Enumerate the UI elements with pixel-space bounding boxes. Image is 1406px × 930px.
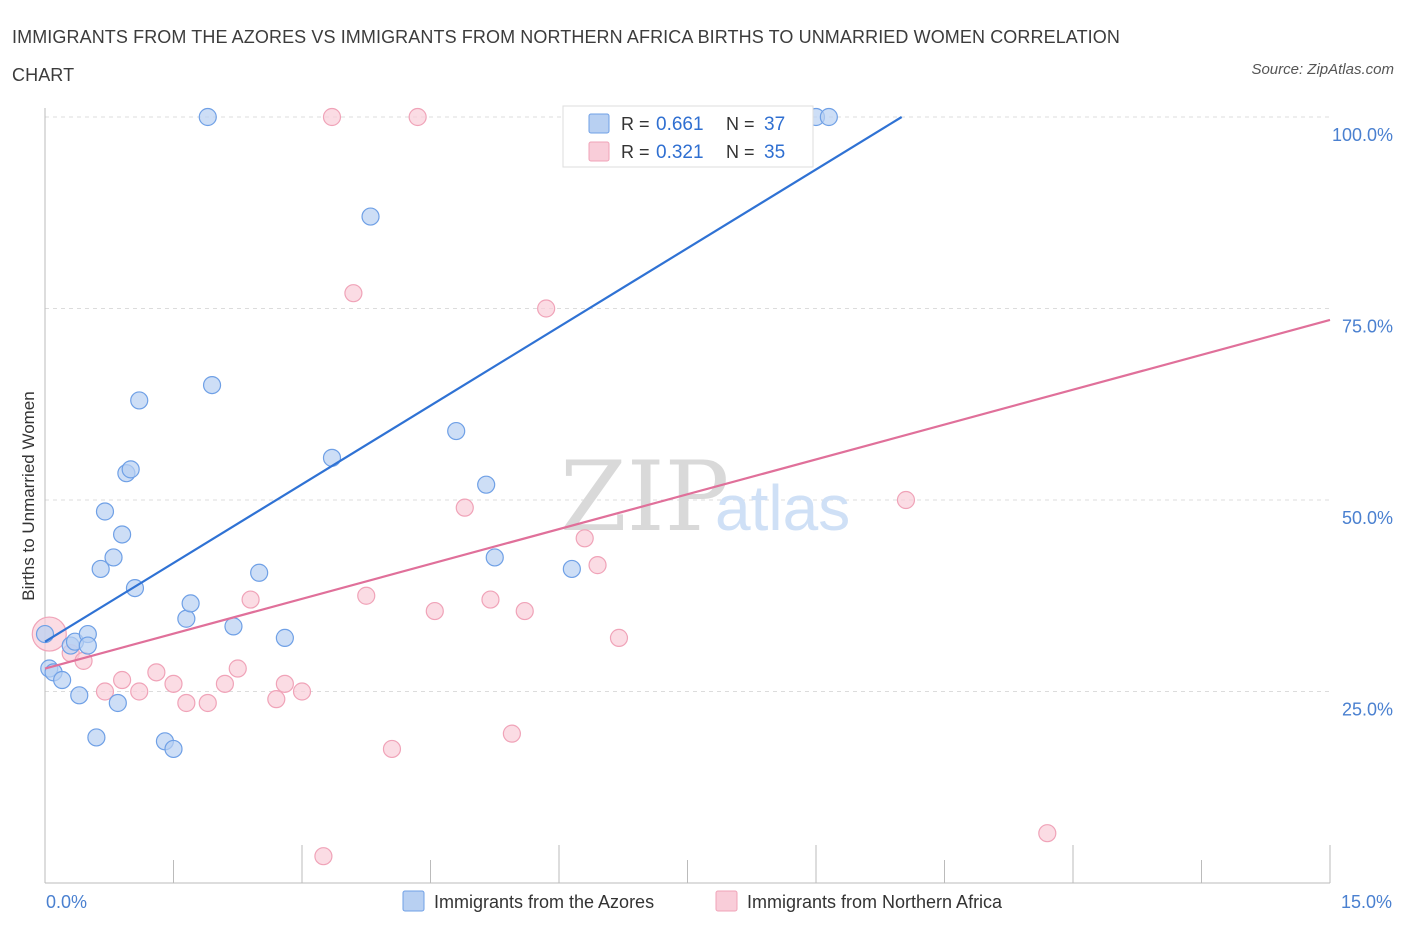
legend-r-label-nafrica: R = <box>621 142 650 162</box>
legend-r-value-azores: 0.661 <box>656 114 704 135</box>
legend-swatch-nafrica <box>588 141 610 162</box>
trend-lines <box>44 116 1331 670</box>
point-azores <box>112 525 132 544</box>
legend-r-label-azores: R = <box>621 114 650 134</box>
point-azores <box>177 609 196 628</box>
point-azores <box>250 563 269 582</box>
bottom-legend-label-nafrica: Immigrants from Northern Africa <box>747 892 1003 912</box>
gridlines <box>45 116 1330 692</box>
point-nafrica <box>74 651 93 670</box>
y-tick-label: 25.0% <box>1342 700 1393 720</box>
chart-title: IMMIGRANTS FROM THE AZORES VS IMMIGRANTS… <box>12 27 1120 85</box>
point-nafrica <box>896 490 916 510</box>
bottom-legend-label-azores: Immigrants from the Azores <box>434 892 654 912</box>
point-nafrica <box>481 590 500 609</box>
legend-n-value-azores: 37 <box>764 114 785 135</box>
point-azores <box>104 548 123 567</box>
legend-n-label-azores: N = <box>726 114 755 134</box>
legend-n-value-nafrica: 35 <box>764 142 785 163</box>
point-azores <box>78 636 97 655</box>
point-azores <box>322 448 342 467</box>
trend-line-azores <box>44 116 903 643</box>
point-azores <box>181 594 200 613</box>
point-nafrica <box>357 586 376 605</box>
point-azores <box>819 107 838 127</box>
point-azores <box>224 617 243 636</box>
point-azores <box>275 628 294 647</box>
point-azores <box>70 686 89 705</box>
point-nafrica <box>537 299 556 318</box>
legend-swatch-azores <box>588 113 610 134</box>
bottom-legend: Immigrants from the Azores Immigrants fr… <box>402 890 1003 912</box>
point-azores <box>477 475 496 494</box>
point-nafrica <box>95 682 115 701</box>
y-tick-label: 100.0% <box>1332 125 1393 145</box>
point-azores <box>562 559 581 579</box>
legend-r-value-nafrica: 0.321 <box>656 142 704 163</box>
point-azores <box>91 559 110 579</box>
point-azores <box>164 739 183 759</box>
y-tick-label: 75.0% <box>1342 317 1393 337</box>
x-tick-min: 0.0% <box>46 892 87 912</box>
point-nafrica <box>130 682 149 701</box>
point-nafrica <box>609 628 629 647</box>
source-label: Source: ZipAtlas.com <box>1251 61 1394 78</box>
point-nafrica <box>228 659 247 678</box>
point-azores <box>121 460 140 479</box>
bottom-legend-swatch-azores <box>402 890 425 912</box>
point-azores <box>108 693 127 713</box>
point-nafrica <box>425 601 444 621</box>
point-azores <box>95 502 115 521</box>
point-azores <box>130 391 149 410</box>
watermark-atlas: atlas <box>715 472 850 544</box>
series-azores <box>35 107 838 759</box>
y-tick-label: 50.0% <box>1342 508 1393 528</box>
point-nafrica <box>147 663 166 682</box>
y-axis-tick-labels: 25.0% 50.0% 75.0% 100.0% <box>1332 125 1393 720</box>
point-nafrica <box>292 682 312 701</box>
point-azores <box>202 376 222 395</box>
x-axis-ticks <box>44 845 1331 883</box>
series-northern-africa <box>31 107 1057 866</box>
point-azores <box>53 670 72 690</box>
point-nafrica <box>112 670 132 690</box>
point-nafrica <box>455 498 474 517</box>
bottom-legend-swatch-nafrica <box>715 890 738 912</box>
point-azores <box>198 107 217 127</box>
point-nafrica <box>241 590 260 609</box>
point-nafrica <box>275 674 294 693</box>
legend-n-label-nafrica: N = <box>726 142 755 162</box>
y-axis-title: Births to Unmarried Women <box>19 391 38 600</box>
point-nafrica <box>314 847 333 866</box>
point-nafrica <box>198 693 217 713</box>
point-nafrica <box>1038 824 1057 843</box>
point-nafrica <box>502 724 521 743</box>
point-nafrica <box>322 107 342 127</box>
point-nafrica <box>344 284 363 303</box>
point-nafrica <box>382 739 402 759</box>
point-nafrica <box>588 556 607 575</box>
point-azores <box>87 728 106 747</box>
point-nafrica <box>408 107 427 127</box>
point-azores <box>447 421 466 441</box>
point-azores <box>485 548 504 567</box>
legend-box: R = 0.661 N = 37 R = 0.321 N = 35 <box>562 105 814 168</box>
point-azores <box>361 207 380 226</box>
point-nafrica <box>215 674 234 693</box>
trend-line-nafrica <box>44 318 1331 670</box>
point-nafrica <box>164 674 183 693</box>
point-nafrica <box>267 690 286 709</box>
point-azores <box>35 624 55 644</box>
x-tick-max: 15.0% <box>1341 892 1392 912</box>
point-nafrica <box>515 601 534 621</box>
point-nafrica <box>177 693 196 713</box>
point-nafrica <box>575 529 594 548</box>
